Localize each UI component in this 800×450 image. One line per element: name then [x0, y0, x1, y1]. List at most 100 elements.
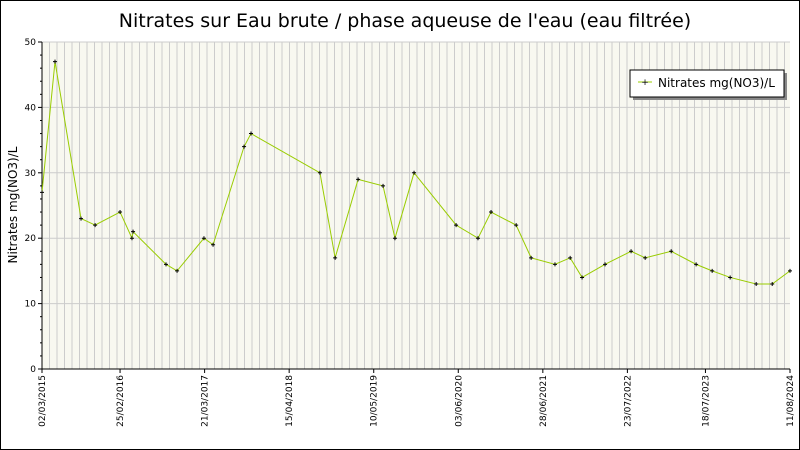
data-point-marker	[529, 255, 534, 260]
data-point-marker	[694, 262, 699, 267]
data-point-marker	[454, 223, 459, 228]
axes	[38, 41, 791, 373]
data-point	[79, 216, 84, 221]
data-point-marker	[356, 177, 361, 182]
data-point-marker	[412, 170, 417, 175]
data-point	[552, 262, 557, 267]
y-tick-label: 10	[25, 300, 37, 310]
data-point	[242, 144, 247, 149]
data-point	[514, 223, 519, 228]
data-point	[53, 59, 58, 64]
data-point	[568, 255, 573, 260]
data-point-marker	[489, 210, 494, 215]
data-point-marker	[242, 144, 247, 149]
data-point	[333, 255, 338, 260]
x-tick-labels: 02/03/2015 25/02/2016 21/03/2017 15/04/2018…	[38, 375, 796, 427]
data-point	[770, 281, 775, 286]
data-point-marker	[392, 236, 397, 241]
data-point-marker	[164, 262, 169, 267]
data-point	[710, 268, 715, 273]
data-point-marker	[788, 268, 792, 273]
data-point-marker	[568, 255, 573, 260]
data-point	[164, 262, 169, 267]
legend-marker-icon: +	[641, 78, 649, 88]
data-point-marker	[211, 242, 216, 247]
data-point	[93, 223, 98, 228]
data-point	[669, 249, 674, 254]
data-point-marker	[754, 281, 759, 286]
data-point-marker	[201, 236, 206, 241]
x-tick-label: 25/02/2016	[116, 375, 126, 427]
y-tick-label: 30	[25, 169, 37, 179]
data-point	[754, 281, 759, 286]
data-point	[454, 223, 459, 228]
data-point	[629, 249, 634, 254]
data-point-marker	[710, 268, 715, 273]
data-point	[728, 275, 733, 280]
data-point-marker	[333, 255, 338, 260]
data-point-marker	[40, 190, 44, 195]
y-tick-labels: 0 10 20 30 40 50	[25, 38, 37, 375]
y-tick-label: 20	[25, 234, 37, 244]
data-point	[694, 262, 699, 267]
data-point	[175, 268, 180, 273]
data-point-marker	[476, 236, 481, 241]
data-point-marker	[629, 249, 634, 254]
y-axis-label: Nitrates mg(NO3)/L	[6, 146, 20, 263]
data-point	[118, 210, 123, 215]
data-point-marker	[643, 255, 648, 260]
x-tick-label: 03/06/2020	[454, 375, 464, 427]
data-point	[317, 170, 322, 175]
y-tick-label: 0	[30, 365, 36, 375]
data-point	[489, 210, 494, 215]
y-tick-label: 40	[25, 103, 37, 113]
data-point-marker	[603, 262, 608, 267]
data-point	[249, 131, 254, 136]
data-point-marker	[381, 183, 386, 188]
data-point	[356, 177, 361, 182]
data-point-marker	[669, 249, 674, 254]
data-point-marker	[118, 210, 123, 215]
data-point	[476, 236, 481, 241]
data-point-marker	[552, 262, 557, 267]
x-tick-label: 21/03/2017	[201, 375, 211, 427]
x-tick-label: 11/08/2024	[786, 375, 796, 427]
chart-title: Nitrates sur Eau brute / phase aqueuse d…	[119, 10, 691, 32]
data-point	[131, 229, 136, 234]
data-point-marker	[93, 223, 98, 228]
data-point	[40, 190, 44, 195]
data-point	[201, 236, 206, 241]
vertical-gridlines	[49, 42, 785, 369]
x-tick-label: 18/07/2023	[701, 375, 711, 427]
data-point-marker	[514, 223, 519, 228]
data-point	[643, 255, 648, 260]
x-tick-label: 28/06/2021	[539, 375, 549, 427]
x-tick-label: 10/05/2019	[370, 375, 380, 427]
data-point	[129, 236, 134, 241]
legend: + Nitrates mg(NO3)/L	[629, 69, 787, 100]
data-point	[211, 242, 216, 247]
data-point	[529, 255, 534, 260]
x-tick-label: 02/03/2015	[38, 375, 48, 427]
data-point-marker	[728, 275, 733, 280]
data-point	[788, 268, 792, 273]
series-nitrates	[40, 59, 792, 286]
data-point-marker	[131, 229, 136, 234]
data-point	[580, 275, 585, 280]
data-point-marker	[53, 59, 58, 64]
data-point	[603, 262, 608, 267]
legend-box	[629, 69, 785, 98]
data-point	[412, 170, 417, 175]
data-point-marker	[79, 216, 84, 221]
data-point-marker	[317, 170, 322, 175]
x-tick-label: 23/07/2022	[623, 375, 633, 427]
data-point-marker	[580, 275, 585, 280]
data-point-marker	[129, 236, 134, 241]
data-point-marker	[249, 131, 254, 136]
data-point-marker	[175, 268, 180, 273]
legend-label: Nitrates mg(NO3)/L	[658, 76, 775, 90]
y-tick-label: 50	[25, 38, 37, 48]
x-tick-label: 15/04/2018	[285, 375, 295, 427]
data-point	[381, 183, 386, 188]
